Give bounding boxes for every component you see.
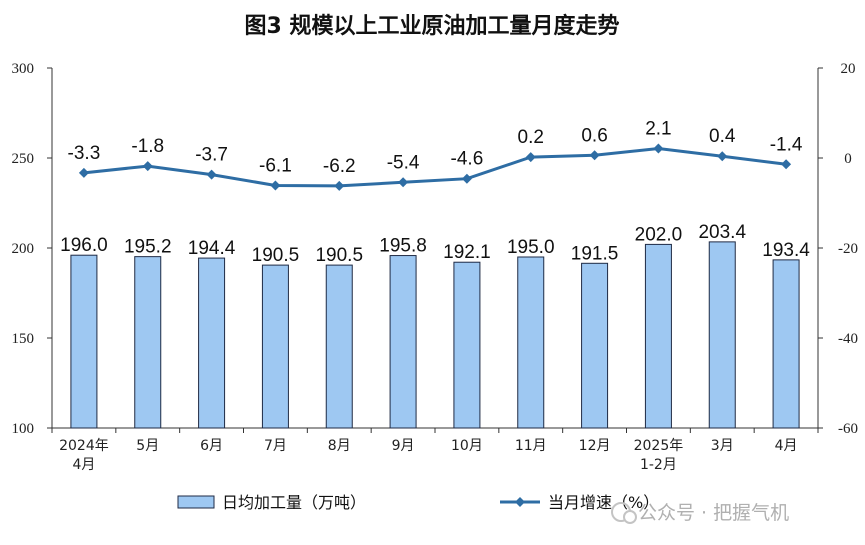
plot-area: 100 150 200 250 300 -60 -40 -20 0 20 2024年 4月 5月 6月 7月…: [12, 61, 859, 473]
growth-value-label: 0.2: [518, 127, 544, 148]
watermark-text: 公众号 · 把握气机: [638, 502, 789, 524]
bar-value-label: 203.4: [698, 222, 746, 243]
growth-point: [78, 167, 89, 178]
bar: [325, 264, 353, 429]
x-tick-label: 7月: [264, 438, 287, 454]
x-tick-label: 2024年: [59, 438, 109, 454]
growth-point: [398, 177, 409, 188]
x-tick-label: 11月: [515, 438, 547, 454]
bar: [644, 243, 672, 429]
growth-point: [270, 180, 281, 191]
growth-value-label: -4.6: [451, 149, 484, 170]
growth-value-label: 0.4: [709, 126, 736, 147]
y-left-tick-label: 200: [12, 241, 35, 257]
y-right-tick-label: -40: [838, 331, 858, 347]
bar-value-label: 190.5: [315, 245, 363, 266]
y-left-tick-label: 150: [12, 331, 35, 347]
chart-title: 图3 规模以上工业原油加工量月度走势: [245, 13, 620, 39]
y-left-tick-label: 300: [12, 61, 35, 77]
legend-line-label: 当月增速（%）: [548, 493, 659, 512]
x-tick-label: 2025年: [634, 438, 684, 454]
bar: [70, 254, 98, 429]
x-tick-label: 1-2月: [640, 457, 677, 473]
bar-value-label: 191.5: [571, 243, 619, 264]
growth-point: [653, 143, 664, 154]
bar-value-label: 190.5: [252, 245, 300, 266]
legend-bar-label: 日均加工量（万吨）: [222, 493, 366, 512]
bar: [772, 259, 800, 429]
bar: [261, 264, 289, 429]
watermark: 公众号 · 把握气机: [611, 502, 789, 524]
growth-line: [83, 147, 787, 188]
x-tick-label: 9月: [392, 438, 415, 454]
growth-point: [717, 151, 728, 162]
bar-value-label: 194.4: [188, 238, 236, 259]
bar-value-label: 196.0: [60, 235, 108, 256]
y-right-tick-label: -20: [838, 241, 858, 257]
growth-value-label: -5.4: [387, 152, 420, 173]
growth-point: [525, 152, 536, 163]
x-tick-label: 12月: [579, 438, 611, 454]
y-left-tick-label: 100: [12, 421, 35, 437]
growth-point: [781, 159, 792, 170]
x-tick-label: 8月: [328, 438, 351, 454]
growth-point: [334, 180, 345, 191]
x-tick-label: 6月: [200, 438, 223, 454]
growth-point: [206, 169, 217, 180]
bar: [198, 257, 226, 429]
bar-value-label: 193.4: [762, 240, 810, 261]
bar: [453, 261, 481, 429]
growth-value-label: -3.3: [68, 143, 101, 164]
y-right-tick-label: 20: [841, 61, 856, 77]
growth-value-label: -1.4: [770, 134, 803, 155]
x-tick-label: 5月: [136, 438, 159, 454]
bar-value-label: 195.2: [124, 237, 172, 258]
growth-value-label: -6.2: [323, 156, 356, 177]
y-right-tick-label: -60: [838, 421, 858, 437]
growth-value-label: 2.1: [645, 119, 671, 140]
growth-value-label: 0.6: [581, 125, 607, 146]
bar-value-label: 202.0: [635, 224, 683, 245]
legend-bar-swatch: [177, 495, 215, 509]
bar: [134, 256, 162, 429]
x-tick-label: 4月: [72, 457, 95, 473]
y-left-tick-label: 250: [12, 151, 35, 167]
legend-line-marker: [515, 497, 525, 507]
growth-value-label: -6.1: [259, 155, 292, 176]
x-tick-label: 3月: [711, 438, 734, 454]
x-tick-label: 10月: [451, 438, 483, 454]
legend: 日均加工量（万吨） 当月增速（%）: [177, 493, 659, 512]
bar-value-label: 192.1: [443, 242, 491, 263]
y-right-tick-label: 0: [844, 151, 852, 167]
bar-value-label: 195.8: [379, 236, 427, 257]
bar-value-label: 195.0: [507, 237, 555, 258]
bar: [389, 255, 417, 429]
growth-value-label: -1.8: [131, 136, 164, 157]
bar: [708, 241, 736, 429]
bar: [517, 256, 545, 429]
growth-point: [461, 173, 472, 184]
growth-value-label: -3.7: [195, 145, 228, 166]
growth-point: [589, 150, 600, 161]
bar: [581, 262, 609, 429]
x-tick-label: 4月: [775, 438, 798, 454]
growth-point: [142, 161, 153, 172]
